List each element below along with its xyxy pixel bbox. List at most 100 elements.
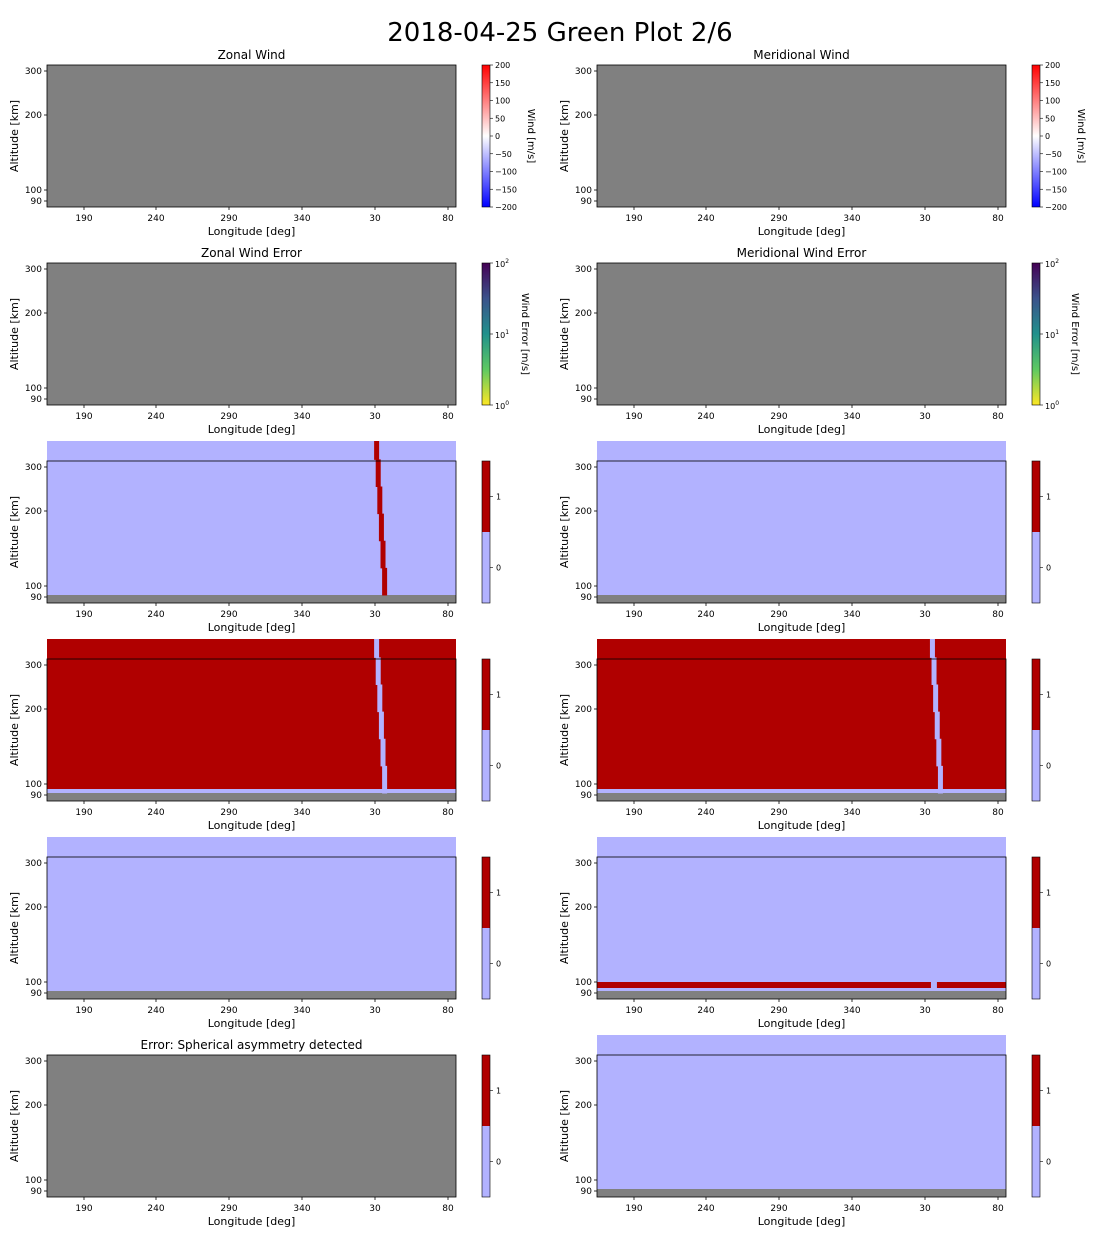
colorbar-tick-label: 1 (496, 691, 501, 700)
colorbar (1031, 658, 1041, 802)
y-tick-label: 300 (575, 859, 592, 869)
chart-panel: Error: MIGHTI-B missing this altitude190… (558, 837, 1051, 1030)
colorbar-tick-label: 150 (495, 79, 510, 88)
colorbar-tick-label: 0 (1046, 762, 1051, 771)
chart-panel: Zonal Wind Error 190 240 290 340 30 80 Longitud… (8, 246, 530, 436)
y-tick-label: 300 (575, 661, 592, 671)
x-axis-label: Longitude [deg] (208, 1017, 296, 1030)
y-tick-label: 100 (25, 582, 42, 592)
chart-panel: Meridional Wind 190 240 290 340 30 80 Longitude… (558, 48, 1086, 238)
heatmap-missing-region (47, 65, 456, 207)
heatmap-body (597, 639, 1006, 793)
flag-column-segment (374, 441, 380, 460)
colorbar (1031, 856, 1041, 1000)
x-tick-label: 240 (147, 610, 164, 620)
y-tick-label: 200 (575, 1101, 592, 1111)
y-tick-label: 90 (31, 395, 43, 405)
x-tick-label: 190 (75, 610, 92, 620)
x-tick-label: 190 (625, 1204, 642, 1214)
gap-column-segment (380, 738, 386, 767)
y-tick-label: 300 (25, 67, 42, 77)
heatmap-body (47, 639, 456, 793)
x-tick-label: 30 (919, 214, 931, 224)
y-tick-label: 100 (575, 780, 592, 790)
y-tick-label: 90 (581, 1187, 593, 1197)
colorbar-segment-0 (482, 1126, 490, 1197)
y-axis-label: Altitude [km] (8, 496, 21, 568)
gap-column-segment (378, 711, 384, 740)
x-axis-label: Longitude [deg] (208, 819, 296, 832)
y-tick-label: 90 (31, 197, 43, 207)
colorbar-segment-1 (482, 1055, 490, 1126)
chart-panel: Zonal Wind 190 240 290 340 30 80 Longitude [deg… (8, 48, 536, 238)
x-tick-label: 80 (992, 1204, 1004, 1214)
x-tick-label: 190 (75, 412, 92, 422)
heatmap-bottom-missing-band (597, 991, 1006, 999)
colorbar-tick-label: 200 (495, 61, 510, 70)
x-tick-label: 190 (625, 610, 642, 620)
y-tick-label: 200 (575, 903, 592, 913)
chart-title: Meridional Wind Error (737, 246, 867, 260)
x-tick-label: 290 (220, 214, 237, 224)
x-tick-label: 290 (220, 1006, 237, 1016)
gap-column-segment (929, 639, 935, 658)
x-tick-label: 80 (442, 808, 454, 818)
axes-frame (596, 64, 1007, 208)
x-tick-label: 190 (75, 1006, 92, 1016)
x-tick-label: 240 (147, 1204, 164, 1214)
colorbar-tick-label: −200 (495, 203, 517, 212)
colorbar-tick-label: −100 (495, 168, 517, 177)
bottom-edge-gap (47, 789, 456, 793)
chart-panel: Error: MIGHTI-A weak signal1902402903403… (8, 639, 501, 832)
y-tick-label: 200 (575, 309, 592, 319)
colorbar-tick-label: 1 (1046, 691, 1051, 700)
colorbar-tick-label: 0 (1046, 564, 1051, 573)
x-tick-label: 290 (220, 610, 237, 620)
y-tick-label: 300 (575, 463, 592, 473)
x-tick-label: 290 (770, 1204, 787, 1214)
x-tick-label: 30 (369, 808, 381, 818)
y-tick-label: 300 (25, 859, 42, 869)
colorbar-tick-label: −200 (1045, 203, 1067, 212)
x-tick-label: 190 (625, 412, 642, 422)
y-tick-label: 100 (25, 186, 42, 196)
y-tick-label: 200 (25, 111, 42, 121)
axes-frame (596, 856, 1007, 1000)
x-tick-label: 340 (293, 1006, 310, 1016)
x-tick-label: 290 (770, 412, 787, 422)
heatmap-bottom-missing-band (47, 793, 456, 801)
colorbar-tick-label: 1 (496, 889, 501, 898)
gap-column-segment (931, 657, 937, 685)
chart-panel: Error: MIGHTI-A missing this altitude190… (8, 837, 501, 1030)
colorbar-segment-1 (482, 461, 490, 532)
heatmap-missing-region (47, 1055, 456, 1197)
y-tick-label: 300 (25, 1057, 42, 1067)
colorbar-tick-label: 50 (495, 114, 505, 123)
colorbar (481, 64, 491, 208)
x-tick-label: 240 (697, 610, 714, 620)
x-tick-label: 80 (442, 412, 454, 422)
colorbar-tick-label: 101 (1045, 329, 1059, 340)
x-tick-label: 290 (220, 412, 237, 422)
y-axis-label: Altitude [km] (558, 694, 571, 766)
y-tick-label: 200 (25, 705, 42, 715)
colorbar (481, 658, 491, 802)
chart-title: Zonal Wind Error (201, 246, 302, 260)
x-tick-label: 340 (293, 808, 310, 818)
colorbar-segment-0 (1032, 928, 1040, 999)
colorbar (481, 1054, 491, 1198)
chart-panel: Error: missing MIGHTI-A file190240290340… (8, 441, 501, 634)
axes-frame (46, 658, 457, 802)
colorbar-tick-label: 100 (1045, 400, 1059, 411)
x-tick-label: 30 (919, 610, 931, 620)
x-tick-label: 30 (369, 1006, 381, 1016)
y-tick-label: 300 (575, 1057, 592, 1067)
y-tick-label: 90 (31, 1187, 43, 1197)
gap-column-segment (382, 765, 388, 794)
colorbar-tick-label: 0 (1046, 960, 1051, 969)
x-tick-label: 80 (442, 610, 454, 620)
colorbar-tick-label: −50 (495, 150, 512, 159)
x-axis-label: Longitude [deg] (208, 423, 296, 436)
y-tick-label: 200 (25, 309, 42, 319)
colorbar-tick-label: −150 (1045, 185, 1067, 194)
